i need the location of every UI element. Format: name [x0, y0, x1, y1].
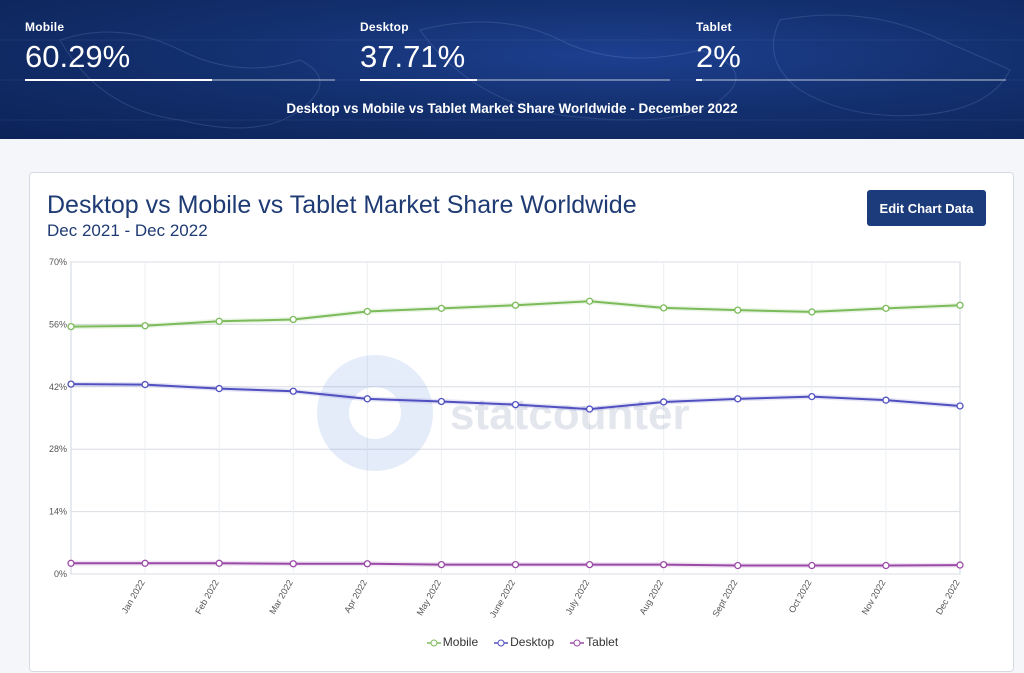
tablet-point: [437, 560, 446, 569]
y-tick-label: 28%: [49, 444, 67, 454]
stat-bar-fill: [25, 79, 212, 81]
mobile-point: [734, 306, 742, 314]
tablet-point: [363, 560, 371, 568]
y-tick-label: 42%: [49, 382, 67, 392]
chart-legend: Mobile Desktop Tablet: [30, 635, 1015, 649]
x-tick-label: May 2022: [415, 578, 443, 617]
legend-label: Tablet: [586, 635, 619, 649]
mobile-point: [660, 304, 668, 312]
tablet-point: [585, 560, 594, 569]
watermark-text: statcounter: [450, 390, 690, 439]
hero-caption: Desktop vs Mobile vs Tablet Market Share…: [286, 101, 738, 116]
mobile-point: [215, 317, 223, 325]
tablet-point: [289, 560, 297, 568]
y-tick-label: 0%: [54, 569, 67, 579]
tablet-point: [956, 561, 964, 569]
tablet-point: [511, 560, 520, 569]
mobile-point: [363, 307, 371, 316]
desktop-point: [67, 380, 75, 388]
x-tick-label: Sept 2022: [710, 578, 739, 619]
legend-item-tablet[interactable]: Tablet: [570, 635, 618, 649]
mobile-point: [882, 304, 890, 313]
desktop-point: [585, 405, 594, 413]
legend-swatch: [570, 639, 585, 647]
x-tick-label: Oct 2022: [787, 578, 814, 615]
mobile-point: [585, 297, 594, 305]
mobile-point: [289, 315, 297, 324]
mobile-point: [437, 304, 446, 313]
stat-value: 37.71%: [360, 39, 466, 74]
desktop-point: [808, 392, 816, 401]
tablet-point: [141, 559, 149, 567]
y-tick-label: 14%: [49, 507, 67, 517]
y-tick-label: 70%: [49, 257, 67, 267]
tablet-point: [882, 561, 890, 570]
desktop-point: [141, 380, 149, 389]
desktop-point: [437, 397, 446, 406]
mobile-point: [141, 322, 149, 330]
desktop-point: [660, 398, 668, 406]
stat-label: Tablet: [696, 20, 732, 34]
desktop-point: [734, 395, 742, 403]
watermark-logo-hole: [349, 387, 401, 439]
desktop-point: [511, 400, 520, 409]
stat-bar-fill: [696, 79, 703, 81]
desktop-point: [956, 402, 964, 410]
tablet-point: [67, 559, 75, 567]
legend-swatch: [494, 639, 509, 647]
mobile-point: [956, 301, 964, 309]
x-tick-label: Apr 2022: [342, 578, 369, 615]
stat-bar-track: [696, 79, 1006, 81]
x-tick-label: Mar 2022: [267, 578, 295, 616]
tablet-point: [215, 559, 223, 567]
stat-bar-track: [360, 79, 670, 81]
hero-banner: Mobile 60.29% Desktop 37.71% Tablet 2% D…: [0, 0, 1024, 139]
desktop-point: [215, 384, 223, 393]
mobile-point: [808, 308, 816, 316]
y-tick-label: 56%: [49, 319, 67, 329]
mobile-point: [511, 301, 520, 309]
chart-subtitle: Dec 2021 - Dec 2022: [47, 221, 208, 240]
stat-label: Mobile: [25, 20, 65, 34]
x-tick-label: Feb 2022: [193, 578, 221, 616]
legend-label: Mobile: [442, 635, 479, 649]
x-tick-label: June 2022: [488, 578, 518, 619]
x-tick-label: July 2022: [563, 578, 591, 616]
desktop-point: [882, 396, 890, 404]
statcounter-watermark: statcounter: [317, 355, 690, 471]
tablet-point: [734, 561, 742, 570]
legend-item-mobile[interactable]: Mobile: [426, 635, 479, 649]
chart-title: Desktop vs Mobile vs Tablet Market Share…: [47, 191, 637, 219]
stat-tablet: Tablet 2%: [696, 20, 1006, 81]
tablet-point: [660, 560, 668, 569]
legend-swatch: [426, 639, 441, 647]
stat-desktop: Desktop 37.71%: [360, 20, 670, 81]
stat-value: 60.29%: [25, 39, 131, 74]
chart-card: 0% 14% 28% 42% 56% 70% Jan 2022 Feb 2022 Mar 202…: [29, 172, 1014, 672]
stat-mobile: Mobile 60.29%: [25, 20, 335, 81]
stat-label: Desktop: [360, 20, 409, 34]
mobile-point: [67, 322, 75, 331]
tablet-point: [808, 561, 816, 570]
x-tick-label: Jan 2022: [120, 578, 147, 615]
desktop-point: [363, 395, 371, 403]
x-tick-label: Nov 2022: [860, 578, 888, 616]
legend-item-desktop[interactable]: Desktop: [494, 635, 554, 649]
stat-bar-fill: [360, 79, 477, 81]
edit-chart-data-button[interactable]: Edit Chart Data: [867, 190, 986, 226]
desktop-point: [289, 387, 297, 395]
x-tick-label: Dec 2022: [934, 578, 962, 616]
legend-label: Desktop: [510, 635, 555, 649]
line-chart: 0% 14% 28% 42% 56% 70% Jan 2022 Feb 2022 Mar 202…: [49, 257, 964, 619]
stat-bar-track: [25, 79, 335, 81]
watermark-logo: [317, 355, 433, 471]
x-tick-label: Aug 2022: [637, 578, 665, 616]
stat-value: 2%: [696, 39, 741, 74]
